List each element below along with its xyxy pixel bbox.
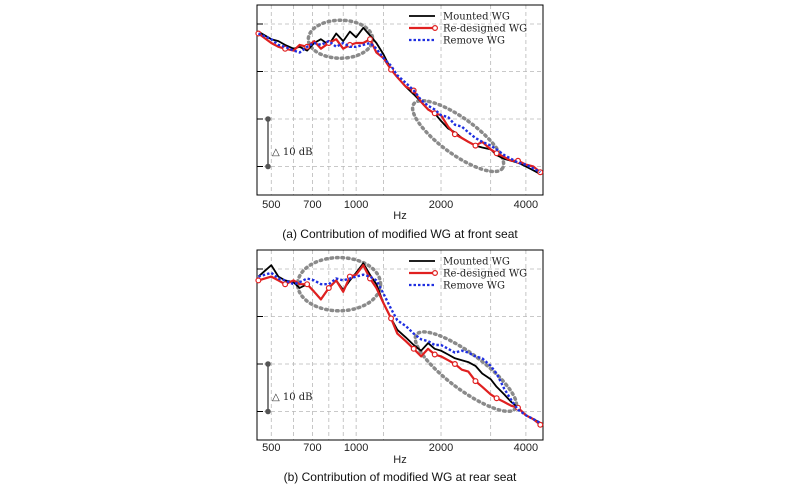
chart-rear-series-redesigned	[258, 264, 541, 426]
chart-rear-redesigned-marker	[410, 345, 417, 352]
chart-rear-redesigned-marker	[255, 277, 262, 284]
chart-front-legend-label-mounted: Mounted WG	[443, 12, 510, 23]
chart-front-scale-dot	[265, 163, 271, 170]
chart-front-redesigned-marker	[451, 131, 458, 138]
chart-rear-x-tick-label: 700	[303, 442, 321, 454]
chart-rear-scale-dot	[265, 408, 271, 415]
chart-front-redesigned-marker	[367, 36, 374, 43]
chart-rear-caption: (b) Contribution of modified WG at rear …	[284, 470, 517, 484]
chart-front-redesigned-marker	[537, 169, 544, 176]
chart-rear-redesigned-marker	[451, 361, 458, 368]
chart-rear-redesigned-marker	[304, 281, 311, 288]
chart-front-redesigned-marker	[472, 142, 479, 149]
chart-front-x-tick-label: 4000	[514, 199, 538, 211]
chart-front-scale-dot	[265, 116, 271, 122]
chart-front-x-axis-label: Hz	[393, 210, 406, 222]
chart-front-redesigned-marker	[493, 150, 500, 157]
chart-front-scale-label: △ 10 dB	[272, 147, 313, 158]
chart-rear-redesigned-marker	[325, 285, 332, 292]
chart-rear-scale-label: △ 10 dB	[272, 392, 313, 403]
chart-rear-x-tick-label: 2000	[429, 442, 453, 454]
chart-rear-legend-label-redesigned: Re-designed WG	[443, 269, 527, 280]
chart-rear-redesigned-marker	[431, 351, 438, 358]
chart-front-x-tick-label: 700	[303, 199, 321, 211]
chart-front-legend-label-remove: Remove WG	[443, 36, 505, 47]
chart-front-series-remove	[257, 32, 541, 174]
chart-front-legend-marker-redesigned	[432, 25, 439, 32]
chart-front-plot-frame	[256, 4, 544, 196]
chart-rear-scale-dot	[265, 361, 271, 367]
chart-rear-legend-label-remove: Remove WG	[443, 281, 505, 292]
chart-front-highlight-region-2	[410, 98, 506, 174]
chart-rear-redesigned-marker	[472, 378, 479, 385]
chart-rear-legend-marker-redesigned	[432, 270, 439, 277]
chart-rear-redesigned-marker	[388, 315, 395, 322]
chart-front-x-tick-label: 2000	[429, 199, 453, 211]
chart-rear-x-axis-label: Hz	[393, 454, 406, 466]
chart-rear-x-tick-label: 1000	[344, 442, 368, 454]
chart-rear-redesigned-marker	[282, 281, 289, 288]
chart-rear-redesigned-marker	[493, 395, 500, 402]
chart-front-x-tick-label: 500	[262, 199, 280, 211]
chart-rear-plot-frame	[256, 249, 544, 441]
chart-rear-highlight-region-1	[295, 255, 383, 313]
chart-front-legend-label-redesigned: Re-designed WG	[443, 24, 527, 35]
chart-rear-legend-label-mounted: Mounted WG	[443, 257, 510, 268]
chart-rear-x-tick-label: 500	[262, 442, 280, 454]
chart-front-caption: (a) Contribution of modified WG at front…	[282, 227, 518, 241]
chart-front-x-tick-label: 1000	[344, 199, 368, 211]
chart-rear-x-tick-label: 4000	[514, 442, 538, 454]
chart-rear-redesigned-marker	[537, 421, 544, 428]
